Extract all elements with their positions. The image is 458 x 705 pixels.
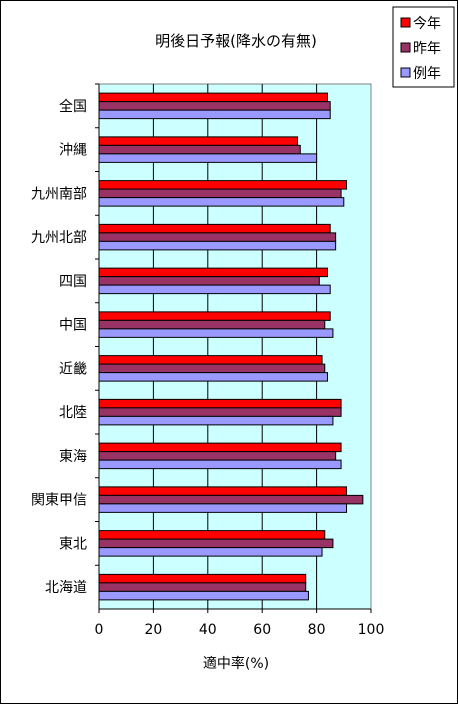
bar: [98, 363, 326, 374]
bar: [98, 136, 299, 146]
category-label: 中国: [59, 318, 87, 334]
category-label: 東北: [59, 536, 87, 552]
bar: [98, 311, 331, 321]
bar: [98, 180, 348, 190]
bar: [98, 319, 326, 330]
category-label: 東海: [59, 449, 87, 465]
bar: [98, 109, 331, 120]
bar: [98, 355, 323, 365]
bar: [98, 240, 337, 251]
plot-background: [98, 83, 372, 610]
bar: [98, 92, 328, 103]
category-label: 九州南部: [31, 186, 87, 202]
category-label: 沖縄: [59, 143, 87, 159]
bar: [98, 144, 301, 155]
bar: [98, 223, 331, 234]
bar: [98, 547, 323, 557]
legend-label: 今年: [413, 16, 441, 32]
legend-swatch: [400, 17, 411, 28]
category-label: 北陸: [59, 405, 87, 421]
x-tick-label: 60: [253, 622, 271, 638]
bar: [98, 267, 328, 278]
bar: [98, 538, 334, 549]
x-tick-label: 100: [358, 622, 385, 638]
bar: [98, 573, 307, 584]
x-tick-label: 80: [308, 622, 326, 638]
bar: [98, 486, 348, 496]
bar: [98, 582, 307, 592]
plot-area: 0 20 40 60 80 100 全国沖縄九州南部九州北部四国中国近畿北陸東海関東甲信東北…: [31, 83, 385, 638]
bar: [98, 276, 320, 286]
bar: [98, 451, 337, 461]
legend-label: 昨年: [413, 41, 441, 57]
bar: [98, 459, 342, 470]
legend-label: 例年: [413, 66, 441, 82]
bar: [98, 101, 331, 111]
legend-swatch: [400, 67, 411, 78]
bar: [98, 328, 334, 338]
bar: [98, 188, 342, 199]
bar: [98, 530, 326, 540]
bar: [98, 153, 318, 163]
category-label: 四国: [59, 274, 87, 290]
category-label: 九州北部: [31, 230, 87, 246]
x-tick-label: 40: [199, 622, 217, 638]
bar: [98, 232, 337, 242]
x-axis-label: 適中率(%): [203, 655, 269, 672]
category-label: 全国: [59, 98, 87, 115]
chart-title: 明後日予報(降水の有無): [155, 32, 317, 50]
category-label: 北海道: [45, 580, 87, 596]
x-tick-label: 0: [95, 622, 104, 638]
bar: [98, 442, 342, 453]
bar: [98, 503, 348, 513]
x-tick-label: 20: [144, 622, 162, 638]
bar: [98, 284, 331, 295]
bar: [98, 494, 364, 505]
bar: [98, 415, 334, 426]
category-label: 近畿: [59, 361, 87, 377]
bar: [98, 398, 342, 409]
bar: [98, 372, 328, 382]
bar: [98, 197, 345, 207]
bar: [98, 407, 342, 417]
bar: [98, 590, 309, 601]
legend-swatch: [400, 42, 411, 53]
category-label: 関東甲信: [31, 493, 87, 509]
